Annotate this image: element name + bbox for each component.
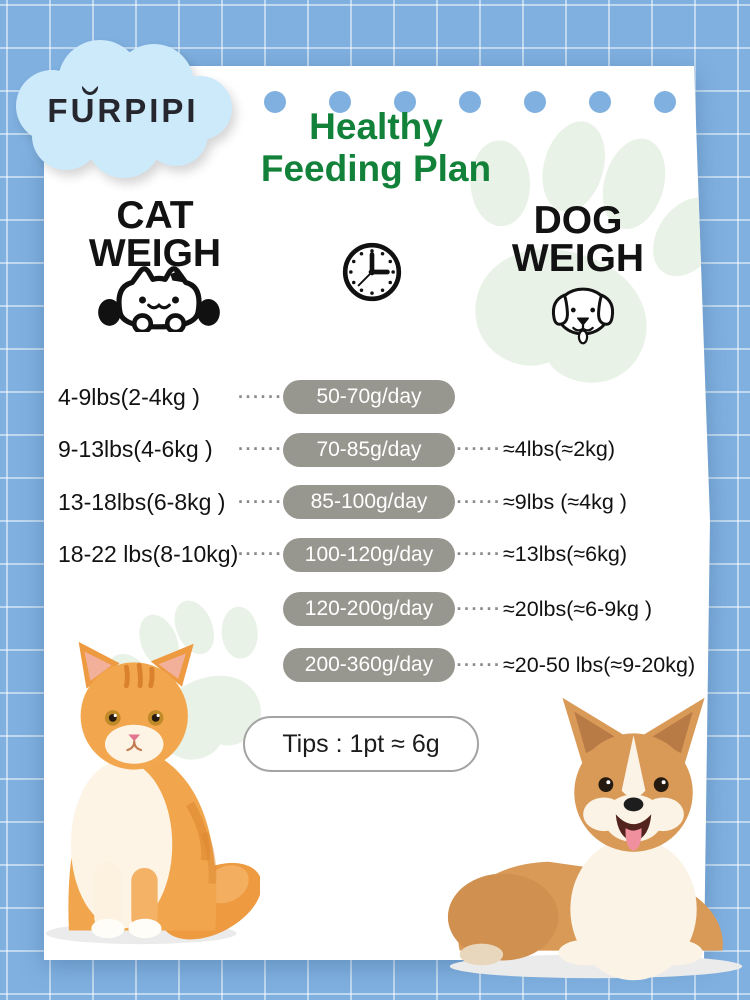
dots-leader: ······ bbox=[238, 439, 283, 460]
table-row: 9-13lbs(4-6kg ) ······ 70-85g/day ······… bbox=[58, 424, 708, 477]
food-amount-pill: 120-200g/day bbox=[283, 592, 455, 626]
dots-leader: ······ bbox=[238, 491, 283, 512]
binder-hole bbox=[589, 91, 611, 113]
cat-header-line1: CAT bbox=[116, 194, 194, 237]
dog-face-icon bbox=[551, 287, 615, 345]
binder-hole bbox=[329, 91, 351, 113]
table-row: 13-18lbs(6-8kg ) ······ 85-100g/day ····… bbox=[58, 476, 708, 529]
cat-weight-cell: 4-9lbs(2-4kg ) bbox=[58, 383, 200, 410]
binder-hole bbox=[394, 91, 416, 113]
dots-leader: ······ bbox=[456, 439, 502, 460]
dots-leader: ······ bbox=[238, 386, 283, 407]
cat-photo bbox=[45, 641, 260, 945]
cat-weight-cell: 18-22 lbs(8-10kg) bbox=[58, 541, 239, 568]
dots-leader: ······ bbox=[456, 544, 502, 565]
column-header-cat: CAT WEIGH bbox=[60, 194, 250, 275]
table-row: 120-200g/day ······ ≈20lbs(≈6-9kg ) bbox=[58, 581, 708, 637]
food-amount-pill: 85-100g/day bbox=[283, 485, 455, 520]
dots-leader: ······ bbox=[456, 654, 502, 675]
clock-icon bbox=[342, 242, 402, 302]
tips-note: Tips : 1pt ≈ 6g bbox=[243, 716, 479, 772]
table-row: 4-9lbs(2-4kg ) ······ 50-70g/day bbox=[58, 371, 708, 424]
brand-logo-text: FURPIPI bbox=[47, 92, 199, 129]
cat-header-line2: WEIGH bbox=[88, 232, 222, 275]
dots-leader: ······ bbox=[238, 544, 283, 565]
dog-weight-cell: ≈9lbs (≈4kg ) bbox=[503, 489, 627, 514]
page-title: Healthy Feeding Plan bbox=[245, 106, 507, 190]
dog-photo bbox=[447, 697, 743, 981]
dog-weight-cell: ≈20lbs(≈6-9kg ) bbox=[503, 596, 653, 621]
cat-face-icon bbox=[98, 266, 220, 332]
cat-weight-cell: 9-13lbs(4-6kg ) bbox=[58, 436, 213, 463]
food-amount-pill: 100-120g/day bbox=[283, 537, 455, 572]
dog-weight-cell: ≈4lbs(≈2kg) bbox=[503, 437, 616, 462]
feeding-table: 4-9lbs(2-4kg ) ······ 50-70g/day 9-13lbs… bbox=[58, 371, 708, 693]
food-amount-pill: 50-70g/day bbox=[283, 380, 455, 415]
binder-hole bbox=[264, 91, 286, 113]
dog-header-line2: WEIGH bbox=[511, 237, 645, 280]
dog-weight-cell: ≈20-50 lbs(≈9-20kg) bbox=[503, 652, 696, 677]
table-row: 18-22 lbs(8-10kg) ······ 100-120g/day ··… bbox=[58, 529, 708, 582]
food-amount-pill: 200-360g/day bbox=[283, 648, 455, 682]
dots-leader: ······ bbox=[456, 491, 502, 512]
binder-hole bbox=[654, 91, 676, 113]
table-row: 200-360g/day ······ ≈20-50 lbs(≈9-20kg) bbox=[58, 637, 708, 693]
page-title-line2: Feeding Plan bbox=[260, 148, 492, 189]
column-header-dog: DOG WEIGH bbox=[487, 199, 669, 280]
dots-leader: ······ bbox=[456, 598, 502, 619]
u-breve-mark bbox=[82, 86, 98, 95]
binder-hole bbox=[524, 91, 546, 113]
tips-label: Tips : 1pt ≈ 6g bbox=[282, 729, 440, 758]
food-amount-pill: 70-85g/day bbox=[283, 432, 455, 467]
dog-header-line1: DOG bbox=[533, 199, 623, 242]
dog-weight-cell: ≈13lbs(≈6kg) bbox=[503, 542, 627, 567]
brand-logo-cloud: FURPIPI bbox=[4, 40, 242, 180]
page-title-line1: Healthy bbox=[309, 106, 443, 147]
binder-hole bbox=[459, 91, 481, 113]
cat-weight-cell: 13-18lbs(6-8kg ) bbox=[58, 488, 226, 515]
cloud-shape-icon bbox=[16, 40, 232, 178]
